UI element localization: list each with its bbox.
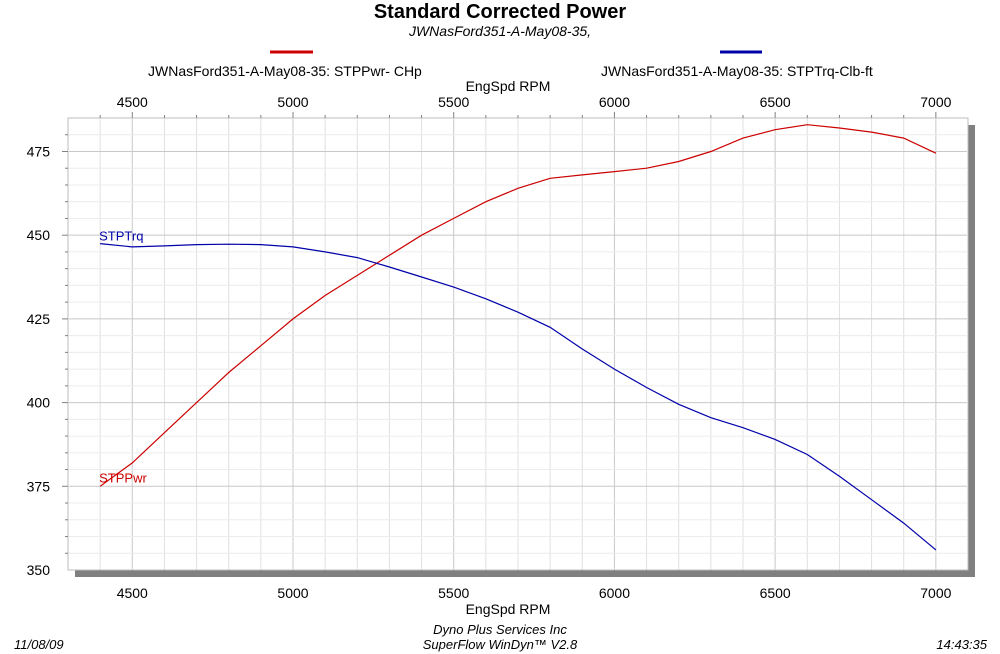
chart-title: Standard Corrected Power [373,1,627,23]
series-label-stppwr: STPPwr [99,470,147,485]
chart-subtitle: JWNasFord351-A-May08-35, [408,23,592,39]
y-tick-label: 475 [27,143,51,159]
y-tick-label: 400 [27,395,51,411]
x-tick-label-top: 5500 [438,94,469,110]
y-tick-label: 425 [27,311,51,327]
x-tick-label-bottom: 5500 [438,585,469,601]
footer-date: 11/08/09 [14,637,64,652]
x-axis-title-bottom: EngSpd RPM [465,601,551,617]
legend-label-power: JWNasFord351-A-May08-35: STPPwr- CHp [148,63,422,79]
series-line-stptrq [100,243,937,551]
series-lines [99,124,937,551]
x-tick-label-bottom: 6000 [599,585,630,601]
axis-ticks [62,112,937,576]
footer-company: Dyno Plus Services Inc [433,622,567,637]
y-tick-label: 450 [27,227,51,243]
x-tick-label-top: 6500 [760,94,791,110]
x-tick-label-top: 4500 [117,94,148,110]
x-tick-label-top: 7000 [920,94,951,110]
footer-time: 14:43:35 [936,637,987,652]
y-tick-label: 350 [27,562,51,578]
x-tick-label-top: 5000 [277,94,308,110]
x-tick-label-top: 6000 [599,94,630,110]
y-tick-label: 375 [27,478,51,494]
x-tick-label-bottom: 4500 [117,585,148,601]
x-axis-title-top: EngSpd RPM [465,78,551,94]
x-tick-label-bottom: 7000 [920,585,951,601]
grid-lines [69,119,967,569]
tick-labels: STPPwr STPTrq 4500 4500 5000 5000 5500 5500 6000… [27,94,952,601]
x-tick-label-bottom: 6500 [760,585,791,601]
x-tick-label-bottom: 5000 [277,585,308,601]
footer-software: SuperFlow WinDyn™ V2.8 [422,637,578,652]
series-label-stptrq: STPTrq [99,229,143,244]
series-line-stppwr [99,124,937,487]
legend-label-torque: JWNasFord351-A-May08-35: STPTrq-Clb-ft [601,63,873,79]
